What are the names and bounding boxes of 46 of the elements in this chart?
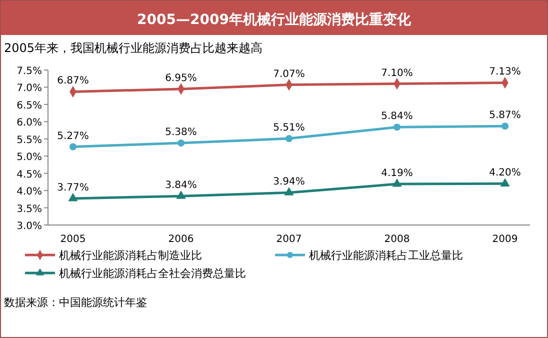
data-label: 7.13% xyxy=(489,66,521,78)
y-tick-label: 5.0% xyxy=(16,152,42,164)
chart-title: 2005—2009年机械行业能源消费比重变化 xyxy=(137,11,412,28)
x-tick-label: 2007 xyxy=(276,234,302,245)
x-tick-label: 2006 xyxy=(168,234,194,245)
source-note: 数据来源：中国能源统计年鉴 xyxy=(4,296,147,309)
data-label: 7.10% xyxy=(381,68,413,79)
point xyxy=(68,192,78,202)
data-label: 4.20% xyxy=(489,168,521,179)
chart-subtitle: 2005年来，我国机械行业能源消费占比越来越高 xyxy=(4,41,263,55)
legend-label: 机械行业能源消耗占全社会消费总量比 xyxy=(59,267,246,280)
legend-label: 机械行业能源消耗占工业总量比 xyxy=(309,249,463,262)
y-tick-label: 7.0% xyxy=(16,83,42,94)
data-label: 5.51% xyxy=(273,122,305,134)
data-label: 5.38% xyxy=(165,127,197,138)
data-label: 5.84% xyxy=(381,111,413,122)
data-label: 3.77% xyxy=(57,182,89,194)
point xyxy=(177,139,185,147)
y-tick-label: 4.5% xyxy=(16,169,42,180)
point xyxy=(284,187,294,196)
y-tick-label: 6.5% xyxy=(16,100,42,112)
data-label: 7.07% xyxy=(273,68,305,80)
legend-label: 机械行业能源消耗占制造业比 xyxy=(59,249,202,262)
point xyxy=(501,122,509,130)
x-tick-label: 2009 xyxy=(492,234,518,245)
y-tick-label: 3.5% xyxy=(16,204,42,215)
point xyxy=(285,134,293,142)
y-tick-label: 3.0% xyxy=(16,221,42,232)
point xyxy=(392,178,402,187)
x-tick-label: 2005 xyxy=(60,234,86,245)
data-label: 5.27% xyxy=(57,130,89,142)
point xyxy=(500,178,510,186)
y-tick-label: 5.5% xyxy=(16,134,42,146)
point xyxy=(393,124,401,131)
point xyxy=(69,143,77,150)
y-tick-label: 4.0% xyxy=(16,186,42,198)
data-label: 3.94% xyxy=(273,176,305,188)
data-label: 4.19% xyxy=(381,168,413,180)
data-label: 3.84% xyxy=(165,180,197,192)
y-tick-label: 7.5% xyxy=(16,66,42,77)
data-label: 6.87% xyxy=(57,76,89,87)
x-tick-label: 2008 xyxy=(384,234,410,245)
y-tick-label: 6.0% xyxy=(16,118,42,129)
point xyxy=(176,190,186,199)
data-label: 6.95% xyxy=(165,72,197,84)
data-label: 5.87% xyxy=(489,110,521,122)
